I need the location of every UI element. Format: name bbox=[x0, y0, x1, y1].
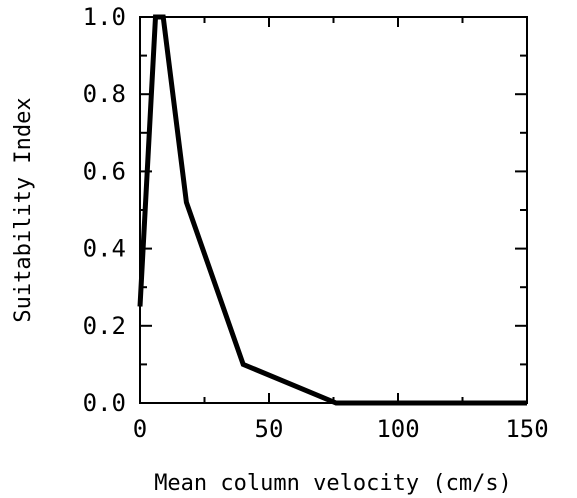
y-tick-label: 1.0 bbox=[83, 3, 126, 31]
x-axis-label: Mean column velocity (cm/s) bbox=[154, 471, 512, 496]
x-tick-label: 100 bbox=[376, 415, 419, 443]
x-tick-label: 50 bbox=[255, 415, 284, 443]
plot-frame bbox=[139, 16, 528, 404]
y-tick-label: 0.4 bbox=[83, 235, 126, 263]
y-tick-label: 0.2 bbox=[83, 312, 126, 340]
y-tick-label: 0.8 bbox=[83, 80, 126, 108]
y-tick-label: 0.0 bbox=[83, 389, 126, 417]
x-tick-label: 0 bbox=[133, 415, 147, 443]
x-tick-label: 150 bbox=[505, 415, 548, 443]
x-axis-ticks: 0 50 100 150 bbox=[133, 17, 549, 443]
series-line bbox=[137, 14, 527, 406]
y-axis-ticks: 0.0 0.2 0.4 0.6 0.8 1.0 bbox=[83, 3, 527, 417]
y-tick-label: 0.6 bbox=[83, 157, 126, 185]
y-axis-label: Suitability Index bbox=[11, 97, 36, 322]
minor-ticks bbox=[140, 17, 527, 403]
